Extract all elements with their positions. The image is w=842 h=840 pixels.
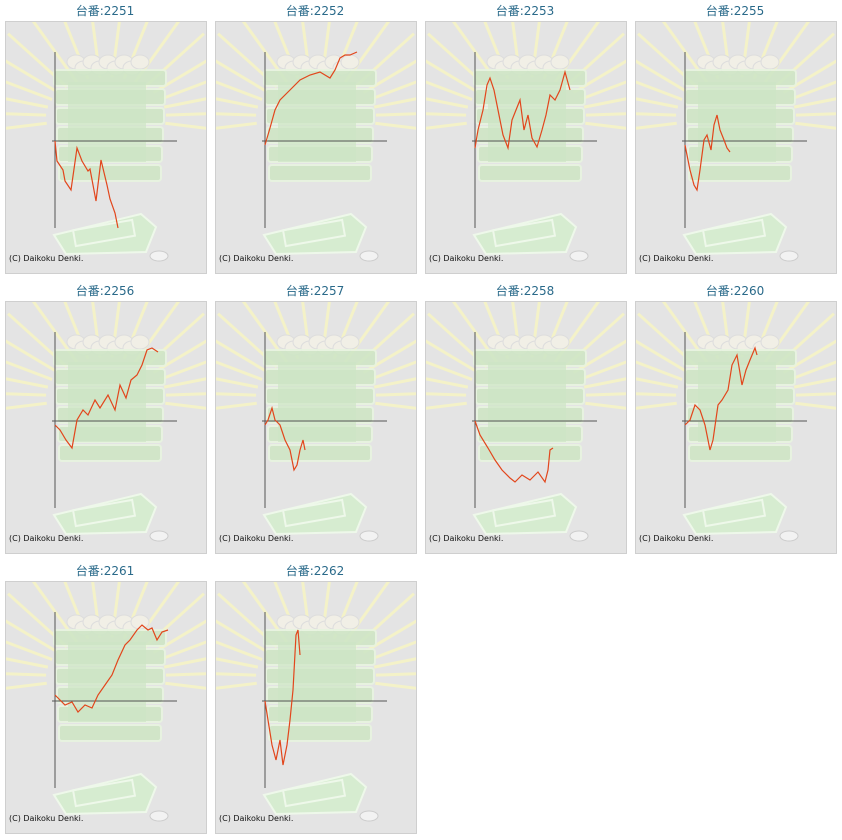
copyright-text: (C) Daikoku Denki. <box>9 534 84 543</box>
graph-cell: 台番:2252 (C) Daikoku Denki. <box>210 0 420 280</box>
copyright-text: (C) Daikoku Denki. <box>639 534 714 543</box>
series-line <box>54 624 169 713</box>
series-line <box>474 420 554 484</box>
graph-image: (C) Daikoku Denki. <box>635 21 837 274</box>
graph-title: 台番:2256 <box>75 284 135 298</box>
copyright-text: (C) Daikoku Denki. <box>639 254 714 263</box>
graph-cell: 台番:2261 (C) Daikoku Denki. <box>0 560 210 840</box>
graph-cell: 台番:2255 (C) Daikoku Denki. <box>630 0 840 280</box>
copyright-text: (C) Daikoku Denki. <box>219 254 294 263</box>
graph-title: 台番:2252 <box>285 4 345 18</box>
background-art <box>6 22 206 262</box>
graph-image: (C) Daikoku Denki. <box>425 301 627 554</box>
graph-title: 台番:2258 <box>495 284 555 298</box>
graph-cell: 台番:2253 (C) Daikoku Denki. <box>420 0 630 280</box>
graph-title: 台番:2260 <box>705 284 765 298</box>
graph-image: (C) Daikoku Denki. <box>215 581 417 834</box>
graph-cell: 台番:2258 (C) Daikoku Denki. <box>420 280 630 560</box>
graph-image: (C) Daikoku Denki. <box>215 21 417 274</box>
graph-image: (C) Daikoku Denki. <box>635 301 837 554</box>
copyright-text: (C) Daikoku Denki. <box>9 814 84 823</box>
graph-cell: 台番:2260 (C) Daikoku Denki. <box>630 280 840 560</box>
graph-title: 台番:2257 <box>285 284 345 298</box>
series-line <box>54 347 159 450</box>
series-line <box>264 405 306 472</box>
background-art <box>636 22 836 262</box>
graph-image: (C) Daikoku Denki. <box>5 581 207 834</box>
graph-cell: 台番:2257 (C) Daikoku Denki. <box>210 280 420 560</box>
graph-image: (C) Daikoku Denki. <box>215 301 417 554</box>
series-line <box>264 629 301 766</box>
graph-image: (C) Daikoku Denki. <box>425 21 627 274</box>
graph-title: 台番:2253 <box>495 4 555 18</box>
graph-cell: 台番:2262 (C) Daikoku Denki. <box>210 560 420 840</box>
series-line <box>684 346 758 451</box>
background-art <box>426 302 626 542</box>
copyright-text: (C) Daikoku Denki. <box>219 534 294 543</box>
background-art <box>216 22 416 262</box>
graph-cell: 台番:2256 (C) Daikoku Denki. <box>0 280 210 560</box>
copyright-text: (C) Daikoku Denki. <box>429 254 504 263</box>
background-art <box>216 302 416 542</box>
graph-title: 台番:2251 <box>75 4 135 18</box>
graph-image: (C) Daikoku Denki. <box>5 301 207 554</box>
graph-title: 台番:2255 <box>705 4 765 18</box>
copyright-text: (C) Daikoku Denki. <box>219 814 294 823</box>
background-art <box>216 582 416 822</box>
graph-image: (C) Daikoku Denki. <box>5 21 207 274</box>
graph-title: 台番:2261 <box>75 564 135 578</box>
copyright-text: (C) Daikoku Denki. <box>9 254 84 263</box>
graph-cell: 台番:2251 (C) Daikoku Denki. <box>0 0 210 280</box>
series-line <box>54 140 119 229</box>
background-art <box>6 582 206 822</box>
copyright-text: (C) Daikoku Denki. <box>429 534 504 543</box>
graph-title: 台番:2262 <box>285 564 345 578</box>
series-line <box>684 114 731 192</box>
series-line <box>474 69 571 151</box>
series-line <box>264 51 358 146</box>
